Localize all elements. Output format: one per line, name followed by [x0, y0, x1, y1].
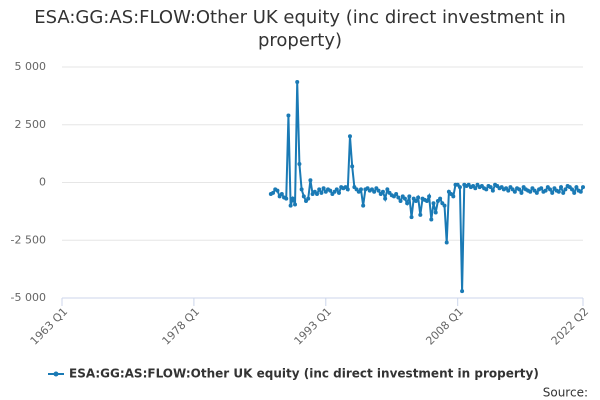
point	[288, 203, 293, 208]
point	[409, 215, 414, 220]
point	[433, 210, 438, 215]
point	[396, 195, 401, 200]
point	[578, 189, 583, 194]
point	[372, 189, 377, 194]
point	[385, 187, 390, 192]
point	[413, 198, 418, 203]
point	[317, 187, 322, 192]
point	[572, 190, 577, 195]
point	[570, 187, 575, 192]
series-line	[270, 81, 584, 292]
point	[328, 188, 333, 193]
point	[429, 217, 434, 222]
point	[438, 196, 443, 201]
point	[271, 190, 276, 195]
y-tick-label: 5 000	[15, 60, 47, 73]
point	[380, 189, 385, 194]
point	[376, 188, 381, 193]
point	[473, 186, 478, 191]
legend-marker	[53, 371, 59, 377]
x-tick-label: 2022 Q2	[549, 305, 592, 348]
point	[517, 187, 522, 192]
point	[315, 192, 320, 197]
point	[295, 80, 300, 85]
point	[451, 194, 456, 199]
point	[488, 185, 493, 190]
point	[418, 212, 423, 217]
point	[539, 186, 544, 191]
point	[334, 187, 339, 192]
point	[358, 187, 363, 192]
point	[506, 188, 511, 193]
y-tick-label: 0	[39, 176, 46, 189]
point	[299, 187, 304, 192]
point	[308, 178, 313, 183]
point	[361, 203, 366, 208]
point	[383, 196, 388, 201]
point	[444, 240, 449, 245]
point	[297, 162, 302, 167]
chart-title: ESA:GG:AS:FLOW:Other UK equity (inc dire…	[34, 7, 566, 51]
point	[528, 189, 533, 194]
point	[286, 113, 291, 118]
point	[556, 189, 561, 194]
point	[442, 203, 447, 208]
point	[431, 201, 436, 206]
point	[407, 194, 412, 199]
point	[543, 188, 548, 193]
point	[561, 190, 566, 195]
point	[347, 134, 352, 139]
x-tick-label: 1993 Q1	[292, 305, 335, 348]
point	[534, 190, 539, 195]
point	[512, 189, 517, 194]
point	[559, 185, 564, 190]
x-tick-label: 2008 Q1	[423, 305, 466, 348]
point	[550, 190, 555, 195]
point	[427, 194, 432, 199]
point	[394, 192, 399, 197]
source: Source:	[543, 386, 588, 400]
point	[350, 164, 355, 169]
point	[301, 194, 306, 199]
point	[284, 196, 289, 201]
point	[275, 188, 280, 193]
point	[319, 190, 324, 195]
point	[398, 198, 403, 203]
point	[581, 185, 585, 190]
y-tick-label: -2 500	[11, 233, 46, 246]
point	[460, 289, 465, 294]
point	[574, 185, 579, 190]
point	[548, 187, 553, 192]
point	[563, 187, 568, 192]
point	[279, 192, 284, 197]
point	[336, 190, 341, 195]
point	[293, 202, 298, 207]
point	[402, 196, 407, 201]
point	[457, 185, 462, 190]
point	[490, 188, 495, 193]
legend-label: ESA:GG:AS:FLOW:Other UK equity (inc dire…	[69, 367, 539, 381]
point	[405, 201, 410, 206]
point	[290, 196, 295, 201]
point	[306, 196, 311, 201]
point	[345, 187, 350, 192]
x-tick-label: 1963 Q1	[28, 305, 71, 348]
y-tick-label: -5 000	[11, 291, 46, 304]
y-tick-label: 2 500	[15, 118, 47, 131]
point	[416, 195, 421, 200]
x-tick-label: 1978 Q1	[160, 305, 203, 348]
point	[424, 198, 429, 203]
point	[484, 187, 489, 192]
point	[519, 190, 524, 195]
point	[321, 186, 326, 191]
